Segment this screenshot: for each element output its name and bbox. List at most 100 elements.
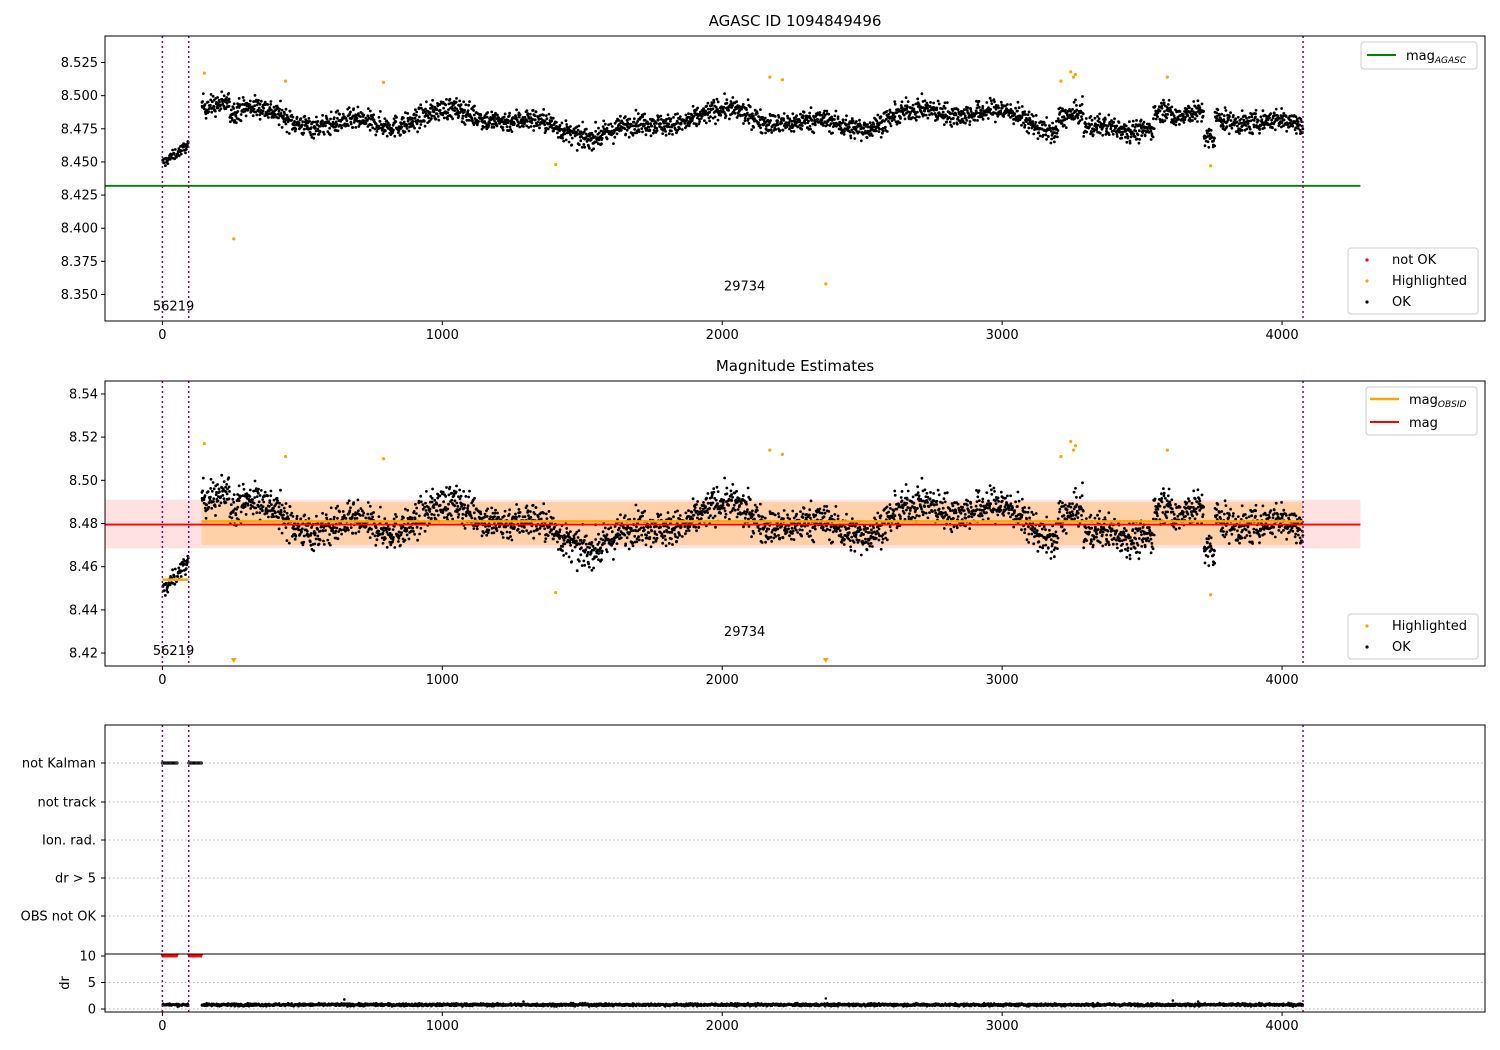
- ok-point: [395, 116, 398, 119]
- ok-point: [329, 110, 333, 114]
- ok-point: [532, 529, 536, 533]
- ok-point: [696, 500, 699, 503]
- ok-point: [592, 147, 595, 151]
- ok-point: [1248, 127, 1252, 131]
- ok-point: [941, 107, 944, 111]
- ok-point: [536, 124, 539, 127]
- ok-point: [774, 127, 778, 131]
- ok-point: [615, 542, 619, 545]
- ok-point: [849, 134, 852, 138]
- ok-point: [871, 134, 874, 138]
- ok-point: [945, 120, 948, 124]
- ok-point: [1129, 135, 1133, 139]
- ok-point: [1009, 103, 1012, 106]
- ok-point: [742, 525, 745, 529]
- ok-point: [531, 503, 535, 507]
- ok-point: [402, 116, 405, 120]
- ok-point: [582, 143, 586, 146]
- ok-point: [823, 109, 826, 113]
- ok-point: [321, 511, 324, 515]
- ok-point: [284, 502, 288, 505]
- ok-point: [782, 119, 786, 122]
- ok-point: [1023, 125, 1026, 129]
- ok-point: [285, 113, 289, 117]
- ok-point: [747, 117, 750, 121]
- ok-point: [172, 152, 176, 156]
- ok-point: [349, 506, 352, 510]
- ok-point: [664, 538, 667, 541]
- ok-point: [618, 533, 622, 537]
- ok-point: [201, 489, 205, 493]
- ok-point: [322, 539, 325, 543]
- ok-point: [294, 127, 298, 131]
- ok-point: [243, 109, 247, 113]
- ok-point: [968, 120, 972, 123]
- ok-point: [697, 525, 701, 529]
- ok-point: [594, 538, 598, 541]
- ok-point: [503, 112, 507, 116]
- ok-point: [506, 118, 510, 122]
- ok-point: [438, 103, 442, 106]
- ok-point: [652, 541, 655, 544]
- ok-point: [800, 124, 804, 127]
- ok-point: [444, 103, 448, 107]
- ok-point: [333, 526, 336, 529]
- ok-point: [579, 139, 583, 143]
- ok-point: [613, 135, 617, 139]
- ok-point: [637, 535, 640, 539]
- ok-point: [269, 103, 273, 106]
- ok-point: [542, 108, 546, 111]
- ok-point: [415, 506, 419, 510]
- ok-point: [1258, 131, 1261, 135]
- ok-point: [648, 128, 652, 132]
- ok-point: [1007, 113, 1011, 117]
- y-tick-label: 8.350: [61, 288, 98, 303]
- ok-point: [1153, 105, 1157, 108]
- ok-point: [348, 509, 352, 513]
- ok-point: [466, 504, 470, 508]
- ok-point: [560, 121, 564, 125]
- ok-point: [227, 97, 231, 101]
- ok-point: [751, 509, 754, 513]
- ok-point: [802, 110, 806, 114]
- ok-point: [509, 535, 512, 538]
- ok-point: [595, 140, 598, 144]
- ok-point: [391, 540, 394, 544]
- ok-point: [318, 538, 322, 542]
- ok-point: [723, 92, 726, 95]
- ok-point: [715, 485, 719, 489]
- ok-point: [515, 515, 518, 519]
- ok-point: [1054, 125, 1058, 129]
- ok-point: [1045, 116, 1049, 119]
- ok-point: [836, 117, 840, 121]
- ok-point: [400, 531, 404, 534]
- ok-point: [347, 499, 351, 503]
- ok-point: [384, 129, 387, 133]
- ok-point: [293, 537, 297, 541]
- ok-point: [727, 109, 730, 112]
- ok-point: [486, 111, 490, 114]
- ok-point: [261, 112, 264, 115]
- ok-point: [256, 491, 260, 495]
- ok-point: [847, 125, 851, 129]
- ok-point: [624, 132, 628, 136]
- ok-point: [454, 490, 458, 494]
- ok-point: [462, 100, 466, 104]
- ok-point: [241, 96, 245, 99]
- ok-point: [507, 512, 511, 516]
- ok-point: [1195, 114, 1199, 118]
- ok-point: [529, 530, 533, 534]
- ok-point: [660, 118, 663, 121]
- ok-point: [295, 115, 299, 119]
- ok-point: [419, 494, 423, 498]
- ok-point: [285, 539, 289, 542]
- ok-point: [424, 509, 428, 512]
- ok-point: [1162, 98, 1165, 102]
- ok-point: [374, 526, 378, 530]
- ok-point: [603, 122, 607, 126]
- ok-point: [986, 117, 990, 120]
- ok-point: [351, 126, 355, 129]
- ok-point: [951, 109, 955, 112]
- ok-point: [427, 516, 430, 519]
- ok-point: [392, 128, 395, 132]
